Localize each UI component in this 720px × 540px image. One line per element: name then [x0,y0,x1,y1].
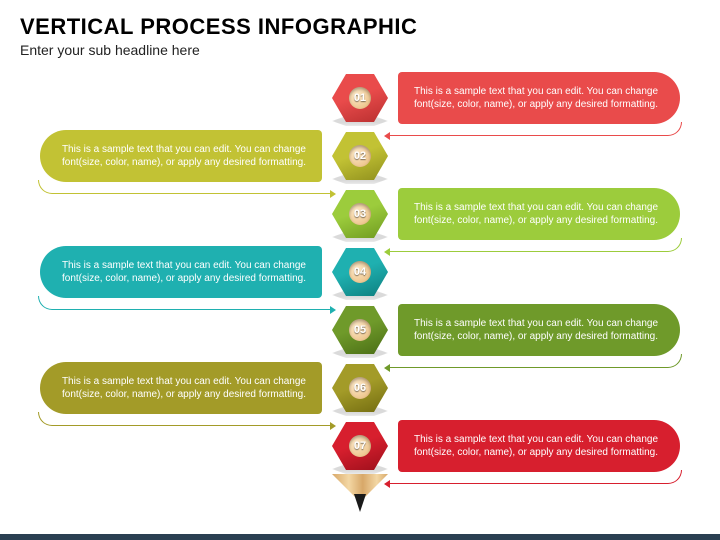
step-text: This is a sample text that you can edit.… [58,143,306,169]
callout-connector [38,412,332,426]
step-number: 05 [332,306,388,354]
step-text: This is a sample text that you can edit.… [414,201,662,227]
step-hex-04: 04 [332,248,388,296]
step-hex-07: 07 [332,422,388,470]
step-text: This is a sample text that you can edit.… [58,375,306,401]
step-number: 02 [332,132,388,180]
callout-connector [38,296,332,310]
callout-connector [388,470,682,484]
step-hex-01: 01 [332,74,388,122]
step-number: 06 [332,364,388,412]
arrowhead-icon [330,306,336,314]
footer-bar [0,534,720,540]
step-callout-01: This is a sample text that you can edit.… [398,72,680,124]
step-callout-04: This is a sample text that you can edit.… [40,246,322,298]
arrowhead-icon [330,422,336,430]
page-subtitle: Enter your sub headline here [20,42,700,58]
step-number: 03 [332,190,388,238]
pencil-lead [354,494,366,512]
step-callout-03: This is a sample text that you can edit.… [398,188,680,240]
callout-connector [388,238,682,252]
step-text: This is a sample text that you can edit.… [414,317,662,343]
header: VERTICAL PROCESS INFOGRAPHIC Enter your … [0,0,720,64]
step-hex-05: 05 [332,306,388,354]
arrowhead-icon [330,190,336,198]
step-text: This is a sample text that you can edit.… [58,259,306,285]
infographic-canvas: 01 This is a sample text that you can edi… [0,68,720,518]
step-callout-07: This is a sample text that you can edit.… [398,420,680,472]
arrowhead-icon [384,132,390,140]
pencil-tip-icon [332,474,388,516]
step-text: This is a sample text that you can edit.… [414,85,662,111]
callout-connector [388,354,682,368]
callout-connector [38,180,332,194]
step-callout-06: This is a sample text that you can edit.… [40,362,322,414]
step-text: This is a sample text that you can edit.… [414,433,662,459]
arrowhead-icon [384,364,390,372]
step-callout-05: This is a sample text that you can edit.… [398,304,680,356]
step-number: 07 [332,422,388,470]
step-number: 01 [332,74,388,122]
callout-connector [388,122,682,136]
step-hex-02: 02 [332,132,388,180]
step-hex-06: 06 [332,364,388,412]
step-callout-02: This is a sample text that you can edit.… [40,130,322,182]
page-title: VERTICAL PROCESS INFOGRAPHIC [20,14,700,40]
step-hex-03: 03 [332,190,388,238]
step-number: 04 [332,248,388,296]
arrowhead-icon [384,248,390,256]
